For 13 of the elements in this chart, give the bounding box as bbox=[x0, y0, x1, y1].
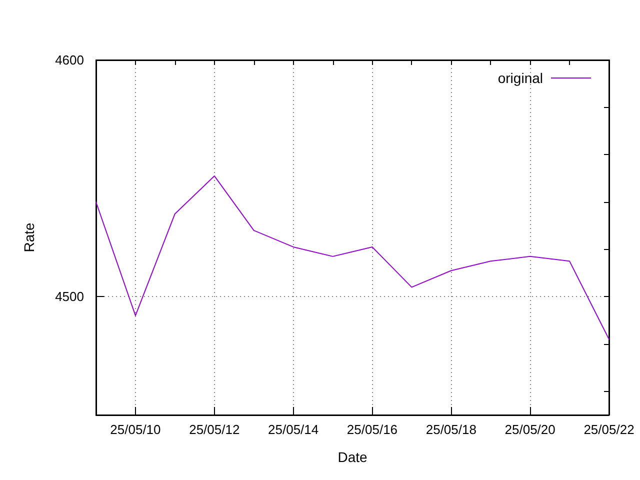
y-tick-label: 4600 bbox=[55, 52, 84, 68]
x-axis-title: Date bbox=[338, 449, 368, 465]
x-tick-label: 25/05/10 bbox=[110, 422, 161, 437]
x-tick-label: 25/05/14 bbox=[268, 422, 319, 437]
x-tick-label: 25/05/16 bbox=[346, 422, 398, 437]
legend-label: original bbox=[498, 70, 543, 86]
line-series bbox=[96, 175, 610, 340]
x-tick-label: 25/05/12 bbox=[189, 422, 240, 437]
y-axis-title: Rate bbox=[21, 222, 37, 252]
x-tick-label: 25/05/20 bbox=[504, 422, 556, 437]
x-tick-label: 25/05/18 bbox=[426, 422, 476, 437]
x-tick-label: 25/05/22 bbox=[584, 422, 634, 437]
y-tick-label: 4500 bbox=[55, 289, 84, 304]
